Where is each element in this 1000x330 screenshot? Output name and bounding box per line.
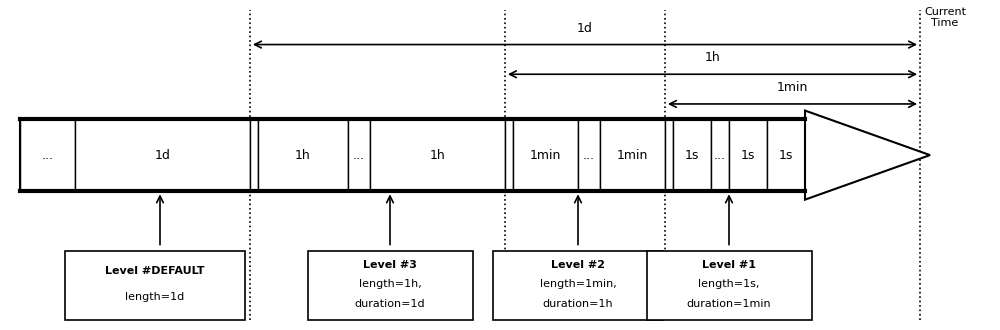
- Text: duration=1h: duration=1h: [543, 299, 613, 309]
- Text: length=1s,: length=1s,: [698, 280, 760, 289]
- Text: length=1d: length=1d: [125, 292, 185, 302]
- Text: duration=1min: duration=1min: [687, 299, 771, 309]
- Text: ...: ...: [353, 148, 365, 162]
- Text: 1min: 1min: [777, 81, 808, 94]
- Bar: [767, 119, 805, 191]
- Text: 1d: 1d: [577, 22, 593, 35]
- Text: length=1h,: length=1h,: [359, 280, 421, 289]
- Bar: [646, 251, 812, 320]
- Text: 1d: 1d: [155, 148, 170, 162]
- Bar: [20, 119, 75, 191]
- Bar: [250, 119, 258, 191]
- Text: 1h: 1h: [295, 148, 311, 162]
- Text: 1min: 1min: [617, 148, 648, 162]
- Text: 1min: 1min: [530, 148, 561, 162]
- Text: Current
Time: Current Time: [924, 7, 966, 28]
- Bar: [258, 119, 348, 191]
- Text: 1s: 1s: [741, 148, 755, 162]
- Bar: [65, 251, 245, 320]
- Bar: [308, 251, 473, 320]
- Bar: [673, 119, 711, 191]
- Polygon shape: [805, 111, 930, 200]
- Bar: [665, 119, 673, 191]
- Bar: [578, 119, 600, 191]
- Bar: [505, 119, 513, 191]
- Bar: [370, 119, 505, 191]
- Text: length=1min,: length=1min,: [540, 280, 616, 289]
- Text: 1h: 1h: [705, 51, 720, 64]
- Text: Level #2: Level #2: [551, 260, 605, 270]
- Bar: [75, 119, 250, 191]
- Bar: [493, 251, 663, 320]
- Bar: [600, 119, 665, 191]
- Text: Level #1: Level #1: [702, 260, 756, 270]
- Text: 1s: 1s: [685, 148, 699, 162]
- Text: 1s: 1s: [779, 148, 793, 162]
- Bar: [729, 119, 767, 191]
- Text: Level #DEFAULT: Level #DEFAULT: [105, 266, 205, 276]
- Text: ...: ...: [583, 148, 595, 162]
- Text: Level #3: Level #3: [363, 260, 417, 270]
- Text: 1h: 1h: [430, 148, 445, 162]
- Bar: [348, 119, 370, 191]
- Bar: [513, 119, 578, 191]
- Text: ...: ...: [42, 148, 54, 162]
- Text: duration=1d: duration=1d: [355, 299, 425, 309]
- Text: ...: ...: [714, 148, 726, 162]
- Bar: [711, 119, 729, 191]
